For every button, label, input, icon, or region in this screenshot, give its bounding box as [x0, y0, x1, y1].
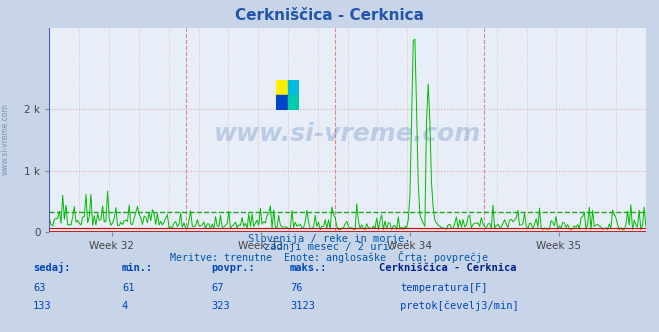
Text: Slovenija / reke in morje.: Slovenija / reke in morje. — [248, 234, 411, 244]
Bar — [276, 80, 287, 95]
Bar — [287, 95, 299, 110]
Text: 76: 76 — [290, 283, 302, 293]
Text: pretok[čevelj3/min]: pretok[čevelj3/min] — [400, 300, 519, 311]
Text: 323: 323 — [211, 301, 229, 311]
Text: maks.:: maks.: — [290, 263, 328, 273]
Text: Meritve: trenutne  Enote: anglosaške  Črta: povprečje: Meritve: trenutne Enote: anglosaške Črta… — [171, 251, 488, 263]
Bar — [287, 80, 299, 95]
Text: 4: 4 — [122, 301, 128, 311]
Text: zadnji mesec / 2 uri.: zadnji mesec / 2 uri. — [264, 242, 395, 252]
Text: 3123: 3123 — [290, 301, 315, 311]
Text: povpr.:: povpr.: — [211, 263, 254, 273]
Text: 133: 133 — [33, 301, 51, 311]
Text: 63: 63 — [33, 283, 45, 293]
Text: 61: 61 — [122, 283, 134, 293]
Text: temperatura[F]: temperatura[F] — [400, 283, 488, 293]
Bar — [276, 95, 287, 110]
Text: sedaj:: sedaj: — [33, 262, 71, 273]
Text: min.:: min.: — [122, 263, 153, 273]
Text: 67: 67 — [211, 283, 223, 293]
Text: www.si-vreme.com: www.si-vreme.com — [1, 104, 10, 175]
Text: www.si-vreme.com: www.si-vreme.com — [214, 123, 481, 146]
Text: Cerkniščica - Cerknica: Cerkniščica - Cerknica — [235, 8, 424, 23]
Text: Cerkniščica - Cerknica: Cerkniščica - Cerknica — [379, 263, 517, 273]
